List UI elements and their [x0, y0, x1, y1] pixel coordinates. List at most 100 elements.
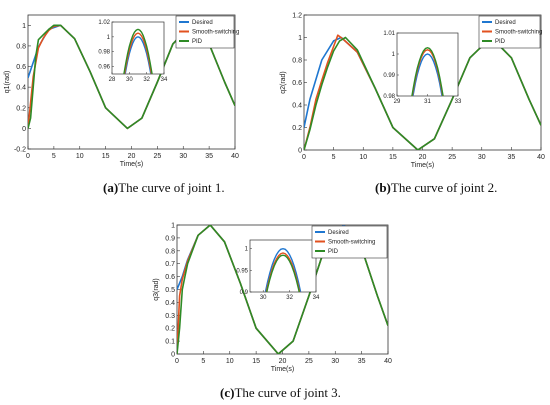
chart-2: 0 5 10 15 20 25 30 35 40 0 0.2 0.4 0.6 0.8 1 1.2 Time(s)…	[280, 13, 545, 170]
inset-series-desired	[264, 247, 302, 292]
x-tick-label: 10	[76, 153, 84, 160]
legend-label: Smooth-switching	[495, 30, 542, 36]
x-tick-label: 20	[419, 154, 427, 161]
legend-label: PID	[328, 249, 339, 255]
inset-y-tick-label: 0.98	[383, 94, 395, 100]
caption-a-text: The curve of joint 1.	[118, 180, 225, 195]
x-tick-label: 15	[389, 154, 397, 161]
y-tick-label: 0.4	[292, 103, 302, 110]
x-tick-label: 10	[226, 358, 234, 365]
y-tick-label: 0.1	[165, 339, 175, 346]
inset-x-tick-label: 32	[143, 77, 150, 83]
y-tick-label: 0.8	[165, 248, 175, 255]
legend-label: Desired	[495, 20, 516, 26]
y-axis-label: q2(rad)	[280, 71, 287, 94]
inset-y-tick-label: 1	[245, 247, 249, 253]
x-tick-label: 10	[359, 154, 367, 161]
y-axis-label: q3(rad)	[153, 278, 160, 301]
x-tick-label: 30	[179, 153, 187, 160]
x-tick-label: 0	[302, 154, 306, 161]
y-tick-label: 1	[171, 223, 175, 230]
inset-y-tick-label: 1	[107, 35, 111, 41]
y-tick-label: 0.2	[165, 326, 175, 333]
x-tick-label: 0	[175, 358, 179, 365]
x-tick-label: 35	[507, 154, 515, 161]
y-tick-label: 1.2	[292, 13, 302, 20]
legend: Desired Smooth-switching PID	[311, 225, 388, 259]
y-tick-label: 0.2	[16, 105, 26, 112]
legend-label: PID	[192, 39, 203, 45]
caption-c: (c)The curve of joint 3.	[220, 385, 341, 401]
inset-zoom: 29 31 33 0.98 0.99 1 1.01	[383, 31, 462, 105]
inset-frame	[249, 239, 317, 293]
inset-series-pid	[266, 254, 300, 292]
inset-y-tick-label: 0.98	[98, 50, 110, 56]
y-tick-label: 0.3	[165, 313, 175, 320]
x-tick-label: 25	[448, 154, 456, 161]
y-tick-label: 0.4	[16, 85, 26, 92]
inset-x-tick-label: 33	[455, 99, 462, 105]
y-tick-label: 0.8	[16, 43, 26, 50]
caption-b: (b)The curve of joint 2.	[375, 180, 497, 196]
x-tick-label: 25	[305, 358, 313, 365]
y-tick-label: 0.8	[292, 58, 302, 65]
x-tick-label: 35	[358, 358, 366, 365]
inset-y-tick-label: 0.9	[240, 290, 249, 296]
inset-x-tick-label: 29	[394, 99, 401, 105]
caption-a: (a)The curve of joint 1.	[103, 180, 225, 196]
y-tick-label: 0	[22, 126, 26, 133]
y-tick-label: 0.7	[165, 261, 175, 268]
caption-c-text: The curve of joint 3.	[234, 385, 341, 400]
inset-x-tick-label: 31	[424, 99, 431, 105]
x-tick-label: 15	[252, 358, 260, 365]
caption-b-text: The curve of joint 2.	[390, 180, 498, 195]
inset-x-tick-label: 32	[286, 295, 293, 301]
inset-series-pid	[123, 28, 153, 74]
chart-3: 0 5 10 15 20 25 30 35 40 0 0.1 0.2 0.3 0.4 0.5 0.6 0.7 0.…	[153, 223, 392, 374]
inset-x-tick-label: 28	[109, 77, 116, 83]
inset-y-tick-label: 1.01	[383, 31, 395, 37]
caption-c-label: (c)	[220, 385, 235, 400]
legend-label: Desired	[192, 20, 213, 26]
inset-x-tick-label: 34	[313, 295, 320, 301]
x-axis-label: Time(s)	[271, 366, 294, 373]
inset-zoom: 28 30 32 34 0.96 0.98 1 1.02	[98, 20, 168, 83]
inset-x-tick-label: 30	[260, 295, 267, 301]
inset-frame	[396, 32, 459, 97]
legend-label: Desired	[328, 230, 349, 236]
inset-y-tick-label: 0.95	[236, 268, 248, 274]
inset-series-desired	[412, 53, 443, 96]
y-tick-label: 1	[22, 23, 26, 30]
x-tick-label: 40	[231, 153, 239, 160]
y-tick-label: 0.4	[165, 300, 175, 307]
x-tick-label: 5	[332, 154, 336, 161]
y-tick-label: 0.5	[165, 287, 175, 294]
y-tick-label: -0.2	[14, 147, 26, 154]
inset-x-tick-label: 30	[126, 77, 133, 83]
caption-a-label: (a)	[103, 180, 119, 195]
caption-b-label: (b)	[375, 180, 391, 195]
y-tick-label: 0.6	[165, 274, 175, 281]
inset-y-tick-label: 0.96	[98, 65, 110, 71]
inset-y-tick-label: 1	[392, 52, 396, 58]
x-tick-label: 5	[201, 358, 205, 365]
inset-zoom: 30 32 34 0.9 0.95 1	[236, 239, 320, 301]
inset-y-tick-label: 0.99	[383, 73, 395, 79]
x-tick-label: 30	[331, 358, 339, 365]
legend-label: Smooth-switching	[328, 240, 375, 246]
legend-label: PID	[495, 39, 506, 45]
y-tick-label: 1	[298, 35, 302, 42]
y-tick-label: 0	[298, 148, 302, 155]
x-tick-label: 30	[478, 154, 486, 161]
inset-series-pid	[411, 46, 444, 96]
x-axis-label: Time(s)	[120, 161, 143, 168]
x-tick-label: 25	[153, 153, 161, 160]
x-tick-label: 5	[52, 153, 56, 160]
x-tick-label: 20	[279, 358, 287, 365]
legend-label: Smooth-switching	[192, 30, 239, 36]
x-tick-label: 0	[26, 153, 30, 160]
x-tick-label: 40	[384, 358, 392, 365]
y-tick-label: 0	[171, 352, 175, 359]
inset-series-smooth-switching	[411, 49, 444, 96]
